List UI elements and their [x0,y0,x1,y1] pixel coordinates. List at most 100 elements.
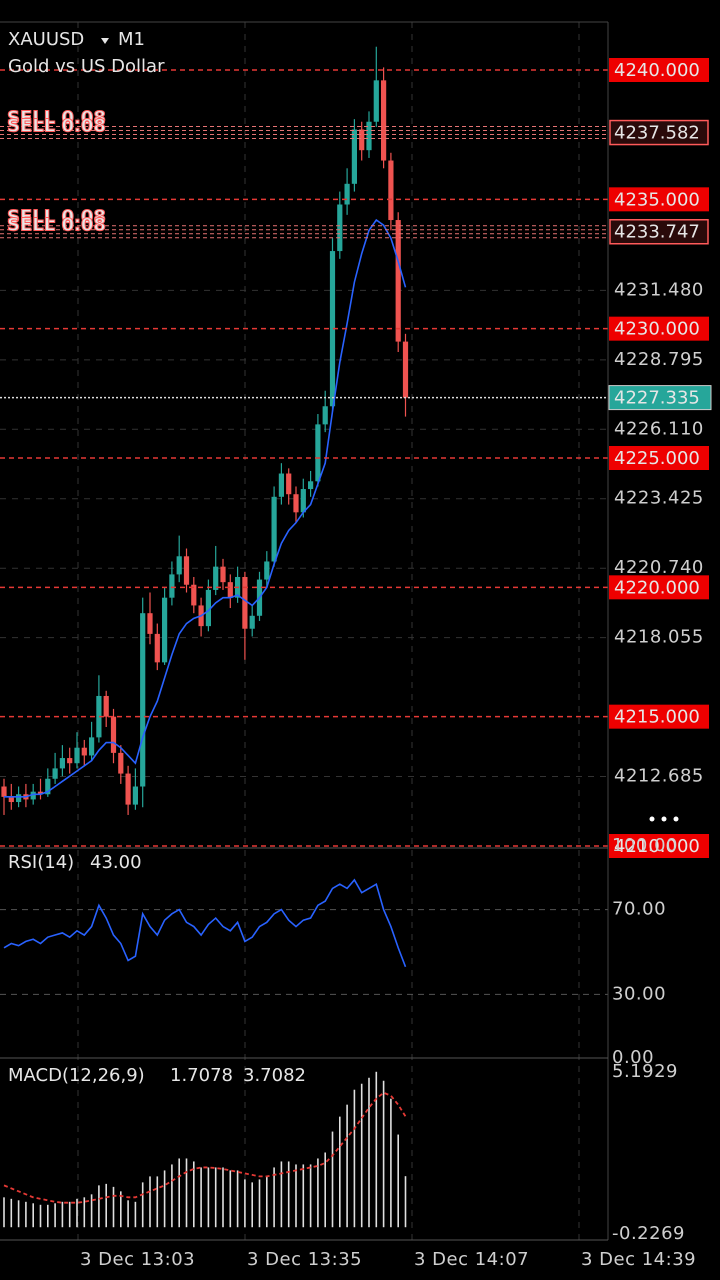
symbol-description: Gold vs US Dollar [8,56,165,77]
macd-bar [324,1152,326,1228]
order-label-box [609,119,709,146]
macd-bar [193,1161,195,1228]
candle-body [278,473,284,497]
time-label: 3 Dec 14:39 [581,1249,696,1270]
candle-body [249,615,255,629]
candle-body [271,496,277,562]
dropdown-icon[interactable] [101,38,109,44]
macd-bar [214,1167,217,1228]
candle-body [183,556,190,585]
price-tick-label: 4212.685 [614,766,704,787]
candle-body [162,597,168,663]
macd-bar [156,1176,159,1228]
macd-bar [39,1204,42,1228]
current-price-box [608,385,712,411]
macd-bar [222,1167,224,1228]
candle-body [125,773,131,805]
candle-body [8,796,14,803]
rsi-tick-label: 100.00 [612,835,678,856]
macd-bar [185,1158,188,1228]
macd-bar [141,1182,144,1228]
macd-bar [178,1158,180,1228]
macd-bar [200,1167,202,1228]
macd-bar [229,1170,232,1228]
candle-body [89,737,95,756]
marks [0,46,712,1228]
macd-bar [112,1186,115,1228]
level-label-box [609,446,709,470]
macd-bar [244,1179,246,1228]
level-label: 4240.000 [614,60,700,81]
timeframe[interactable]: M1 [118,29,145,50]
candle-body [169,574,175,598]
macd-bar [280,1161,283,1228]
candle-body [402,341,409,398]
price-tick-label: 4220.740 [614,557,704,578]
macd-bar [236,1170,239,1228]
macd-bar [382,1080,385,1228]
dot[interactable] [649,816,655,822]
macd-bar [331,1131,334,1228]
price-tick-label: 4226.110 [614,418,704,439]
candle-body [205,589,211,627]
level-label-box [609,58,709,82]
rsi-name: RSI(14) [8,852,74,873]
order-text: SELL 0.08 [7,215,106,236]
macd-bar [390,1098,392,1228]
candle-body [30,791,36,800]
candle-body [37,791,44,795]
macd-bar [120,1191,122,1228]
candle-body [147,613,153,634]
candle-body [213,566,219,590]
candle-body [110,716,117,753]
candle-body [154,633,160,663]
macd-bar [309,1164,312,1228]
macd-bar [54,1203,56,1228]
macd-bar [98,1185,100,1228]
time-label: 3 Dec 13:35 [247,1249,362,1270]
candle-body [373,80,379,122]
macd-bar [171,1164,173,1228]
rsi-line [3,878,407,968]
dot[interactable] [673,816,679,822]
macd-bar [353,1089,356,1228]
macd-bar [32,1203,34,1228]
level-label-box [609,575,709,600]
rsi-tick-label: 0.00 [612,1047,654,1068]
macd-name: MACD(12,26,9) [8,1065,145,1086]
macd-bar [105,1183,107,1228]
order-text: SELL 0.08 [7,108,106,129]
price-tick-label: 4228.795 [614,349,704,370]
dot[interactable] [661,816,667,822]
macd-bar [258,1179,261,1228]
more-icon[interactable] [649,816,679,822]
macd-bar [317,1158,319,1228]
candle-body [191,584,197,606]
level-label: 4230.000 [614,319,700,340]
candle-body [300,489,306,513]
candle-body [103,695,109,717]
price-tick-label: 4223.425 [614,488,704,509]
current-price-label: 4227.335 [614,388,700,409]
candle-body [242,576,248,629]
candle-body [264,561,270,580]
candle-body [96,695,102,738]
rsi-tick-label: 70.00 [612,899,666,920]
rsi-value: 43.00 [90,852,142,873]
macd-bar [90,1194,93,1228]
order-text: SELL 0.08 [7,116,106,137]
level-label: 4235.000 [614,189,700,210]
order-label-box [609,218,709,245]
macd-bar [149,1176,151,1228]
macd-main-value: 1.7078 [170,1065,233,1086]
candle-body [1,786,7,797]
candle-body [337,204,343,252]
symbol[interactable]: XAUUSD [8,29,84,50]
macd-signal-line [3,1091,407,1204]
macd-bar [83,1197,86,1228]
macd-bar [61,1201,64,1228]
price-tick-label: 4231.480 [614,279,704,300]
candle-body [351,129,357,184]
candle-body [388,160,394,221]
